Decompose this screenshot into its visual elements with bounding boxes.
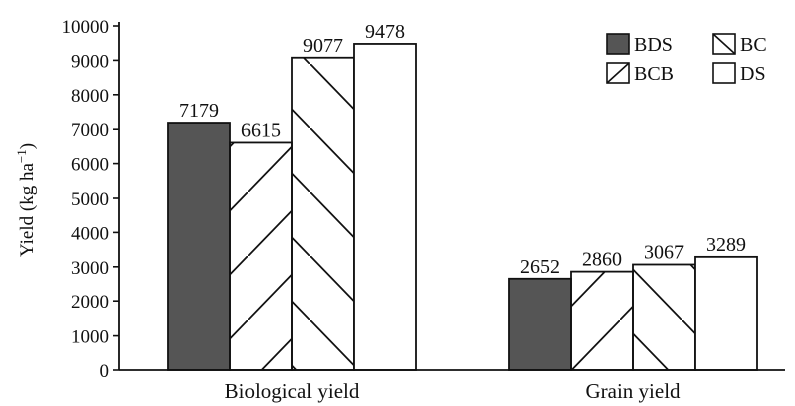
data-label-bcb-grain: 2860 — [582, 249, 622, 271]
y-tick-label-4000: 4000 — [71, 223, 109, 244]
legend-label-bcb: BCB — [634, 63, 674, 85]
data-label-bcb-biological: 6615 — [241, 119, 281, 141]
bar-bcb-grain — [570, 270, 634, 371]
data-label-ds-biological: 9478 — [365, 21, 405, 43]
y-tick-label-7000: 7000 — [71, 120, 109, 141]
legend-swatch-ds — [712, 62, 736, 84]
y-tick-label-8000: 8000 — [71, 86, 109, 107]
legend: BDS BC BCB DS — [606, 33, 767, 85]
y-tick-label-1000: 1000 — [71, 327, 109, 348]
bar-bc-grain — [632, 263, 696, 371]
category-label-biological-yield: Biological yield — [225, 379, 360, 403]
y-axis-title-sup: −1 — [14, 149, 29, 163]
y-tick-label-10000: 10000 — [62, 17, 110, 38]
data-label-bds-grain: 2652 — [520, 256, 560, 278]
y-tick-label-9000: 9000 — [71, 51, 109, 72]
data-label-bc-biological: 9077 — [303, 35, 343, 57]
plot-area: 7179 2652 6615 2860 9077 3067 9478 3289 — [167, 21, 758, 371]
data-label-bc-grain: 3067 — [644, 241, 684, 263]
bar-bcb-biological — [229, 141, 293, 371]
axes: 0 1000 2000 3000 4000 5000 6000 7000 8000 9000 100… — [62, 17, 785, 403]
legend-label-bds: BDS — [634, 34, 673, 56]
data-label-ds-grain: 3289 — [706, 234, 746, 256]
bar-ds-grain — [694, 255, 758, 371]
y-axis-title-main: Yield (kg ha — [17, 163, 38, 257]
legend-swatch-bds — [606, 33, 630, 55]
legend-hatch-bcb — [606, 62, 630, 84]
bar-bds-grain — [508, 277, 572, 371]
y-tick-label-0: 0 — [100, 361, 110, 382]
legend-label-bc: BC — [740, 34, 767, 56]
y-tick-label-6000: 6000 — [71, 155, 109, 176]
legend-label-ds: DS — [740, 63, 766, 85]
y-axis-title-close: ) — [17, 143, 38, 149]
bar-bds-biological — [167, 122, 231, 371]
legend-hatch-bc — [712, 33, 736, 55]
y-tick-label-3000: 3000 — [71, 258, 109, 279]
y-tick-label-5000: 5000 — [71, 189, 109, 210]
bar-bc-biological — [291, 56, 355, 371]
bar-ds-biological — [353, 43, 417, 371]
category-label-grain-yield: Grain yield — [585, 379, 681, 403]
y-tick-label-2000: 2000 — [71, 292, 109, 313]
data-label-bds-biological: 7179 — [179, 100, 219, 122]
y-axis-title: Yield (kg ha−1) — [14, 143, 38, 257]
